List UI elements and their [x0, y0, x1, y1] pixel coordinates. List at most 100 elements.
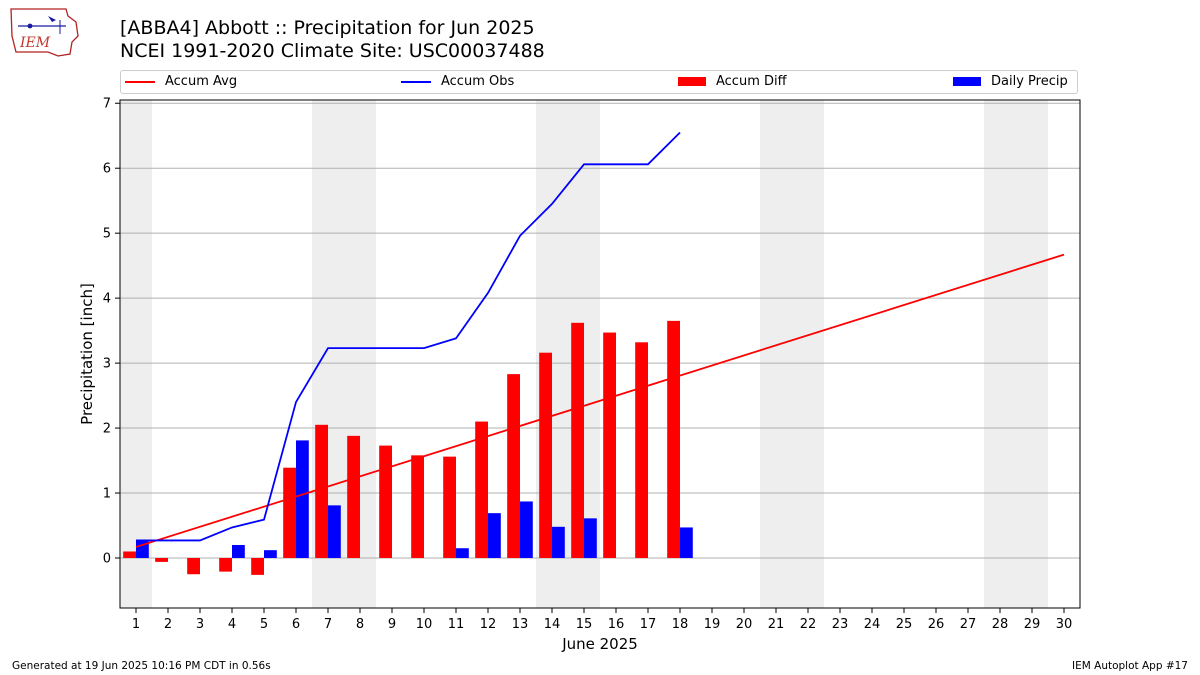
y-tick-label: 6: [103, 162, 111, 177]
accum-diff-bar: [539, 352, 552, 558]
x-tick-label: 14: [544, 617, 561, 632]
x-tick-label: 21: [768, 617, 785, 632]
weekend-band: [792, 100, 824, 608]
x-tick-label: 27: [960, 617, 977, 632]
legend-item-accum-diff: Accum Diff: [678, 74, 787, 92]
legend-label: Accum Avg: [165, 74, 238, 89]
x-tick-label: 1: [132, 617, 140, 632]
x-tick-label: 3: [196, 617, 204, 632]
x-tick-label: 26: [928, 617, 945, 632]
legend-item-daily-precip: Daily Precip: [953, 74, 1068, 92]
accum-diff-bar: [155, 557, 168, 562]
chart-title: [ABBA4] Abbott :: Precipitation for Jun …: [120, 17, 535, 39]
legend-swatch-red-bar: [678, 77, 706, 86]
x-tick-label: 29: [1024, 617, 1041, 632]
y-tick-label: 7: [103, 97, 111, 112]
x-tick-label: 10: [416, 617, 433, 632]
x-tick-label: 28: [992, 617, 1009, 632]
accum-diff-bar: [251, 557, 264, 575]
daily-precip-bar: [680, 527, 693, 558]
weekend-band: [760, 100, 792, 608]
y-tick-label: 0: [103, 551, 111, 566]
legend-swatch-red-line: [125, 80, 155, 83]
daily-precip-bar: [520, 501, 533, 558]
accum-avg-line: [135, 253, 1065, 548]
accum-diff-bar: [347, 435, 360, 558]
accum-diff-bar: [475, 421, 488, 558]
lines: [135, 131, 1065, 548]
x-tick-label: 2: [164, 617, 172, 632]
x-tick-label: 16: [608, 617, 625, 632]
generated-timestamp: Generated at 19 Jun 2025 10:16 PM CDT in…: [12, 660, 271, 672]
weekend-band: [120, 100, 152, 608]
accum-diff-bar: [123, 551, 136, 558]
x-tick-label: 25: [896, 617, 913, 632]
x-tick-label: 4: [228, 617, 236, 632]
accum-obs-line: [136, 131, 681, 542]
accum-diff-bar: [443, 456, 456, 558]
x-tick-label: 8: [356, 617, 364, 632]
y-axis-label: Precipitation [inch]: [78, 283, 96, 425]
daily-precip-bar: [584, 518, 597, 558]
x-tick-label: 13: [512, 617, 529, 632]
x-tick-label: 11: [448, 617, 465, 632]
logo-text: IEM: [19, 35, 51, 51]
accum-diff-bar: [219, 557, 232, 572]
accum-diff-bar: [667, 320, 680, 558]
y-tick-label: 1: [103, 487, 111, 502]
x-tick-label: 17: [640, 617, 657, 632]
chart-subtitle: NCEI 1991-2020 Climate Site: USC00037488: [120, 40, 545, 62]
daily-precip-bar: [264, 550, 277, 558]
daily-precip-bar: [296, 440, 309, 558]
daily-precip-bar: [328, 505, 341, 558]
daily-precip-bar: [232, 544, 245, 558]
legend-swatch-blue-line: [401, 80, 431, 83]
x-tick-label: 22: [800, 617, 817, 632]
accum-diff-bar: [283, 467, 296, 558]
x-tick-label: 18: [672, 617, 689, 632]
app-label: IEM Autoplot App #17: [1072, 660, 1188, 672]
x-tick-label: 7: [324, 617, 332, 632]
iem-logo: IEM: [10, 8, 79, 57]
legend-label: Accum Obs: [441, 74, 515, 89]
x-tick-label: 6: [292, 617, 300, 632]
y-tick-label: 3: [103, 357, 111, 372]
accum-diff-bar: [411, 455, 424, 558]
x-tick-label: 20: [736, 617, 753, 632]
gridlines: [120, 102, 1080, 559]
x-tick-label: 5: [260, 617, 268, 632]
x-tick-label: 30: [1056, 617, 1073, 632]
x-tick-label: 15: [576, 617, 593, 632]
weekend-band: [1016, 100, 1048, 608]
x-tick-label: 19: [704, 617, 721, 632]
x-tick-label: 9: [388, 617, 396, 632]
daily-precip-bar: [456, 548, 469, 558]
accum-diff-bar: [315, 424, 328, 558]
accum-diff-bar: [507, 374, 520, 558]
x-tick-label: 23: [832, 617, 849, 632]
x-axis-label: June 2025: [561, 635, 638, 653]
accum-diff-bar: [187, 557, 200, 575]
legend-item-accum-avg: Accum Avg: [125, 74, 237, 92]
daily-precip-bar: [552, 526, 565, 558]
x-tick-label: 12: [480, 617, 497, 632]
legend-swatch-blue-bar: [953, 77, 981, 86]
y-tick-label: 4: [103, 292, 111, 307]
plot-frame: [119, 99, 1081, 609]
accum-diff-bar: [571, 322, 584, 558]
legend-label: Daily Precip: [991, 74, 1068, 89]
legend-label: Accum Diff: [716, 74, 787, 89]
accum-diff-bar: [635, 342, 648, 558]
legend-item-accum-obs: Accum Obs: [401, 74, 514, 92]
y-tick-label: 5: [103, 227, 111, 242]
daily-precip-bar: [488, 513, 501, 558]
legend: Accum Avg Accum Obs Accum Diff Daily Pre…: [120, 70, 1078, 94]
accum-diff-bar: [603, 332, 616, 558]
weekend-band: [984, 100, 1016, 608]
x-tick-label: 24: [864, 617, 881, 632]
accum-diff-bar: [379, 445, 392, 558]
y-tick-label: 2: [103, 422, 111, 437]
bars: [123, 320, 693, 575]
